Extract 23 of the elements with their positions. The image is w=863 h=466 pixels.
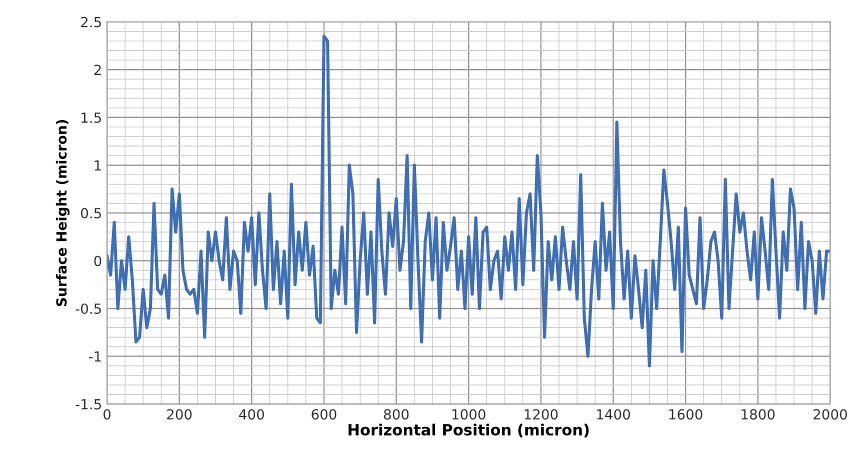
line-series — [107, 34, 830, 368]
y-tick-label: 2 — [94, 64, 101, 75]
x-tick-label: 1800 — [742, 409, 775, 420]
x-tick-label: 1200 — [524, 409, 558, 420]
x-tick-label: 800 — [384, 409, 409, 420]
x-tick-label: 600 — [312, 409, 336, 420]
y-tick-label: 1 — [94, 160, 101, 170]
x-axis-title: Horizontal Position (micron) — [348, 424, 589, 438]
x-tick-label: 1000 — [452, 409, 486, 420]
x-tick-label: 200 — [167, 409, 192, 420]
y-tick-label: 2.5 — [81, 16, 101, 28]
y-tick-label: -0.5 — [76, 303, 101, 314]
y-axis-title: Surface Height (micron) — [56, 120, 70, 306]
x-tick-label: 400 — [239, 409, 264, 420]
x-tick-label: 0 — [104, 409, 111, 420]
y-tick-label: 0.5 — [80, 208, 101, 218]
y-tick-label: -1 — [88, 351, 101, 362]
y-tick-label: 1.5 — [82, 112, 101, 123]
x-tick-label: 1600 — [669, 409, 702, 420]
x-tick-label: 1400 — [597, 409, 630, 420]
y-tick-label: 0 — [94, 256, 102, 266]
x-tick-label: 2000 — [814, 409, 847, 420]
y-tick-label: -1.5 — [76, 399, 101, 410]
